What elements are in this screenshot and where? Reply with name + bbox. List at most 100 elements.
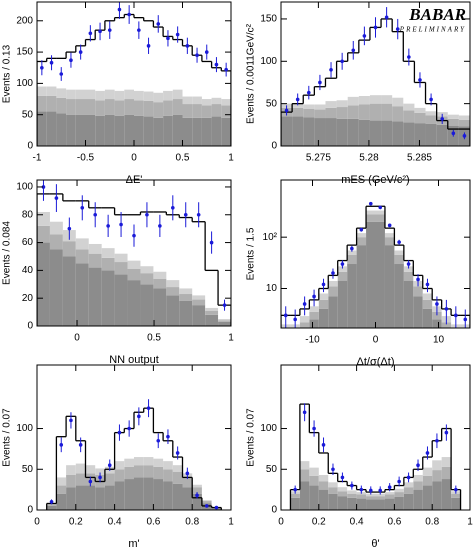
x-tick-label: 1 xyxy=(228,153,234,164)
data-point xyxy=(146,406,151,410)
stack-bar xyxy=(192,493,202,510)
stack-bar xyxy=(299,481,310,510)
y-tick-label: 150 xyxy=(260,14,277,25)
stack-bar xyxy=(172,99,183,115)
stack-bar xyxy=(75,473,86,486)
stack-bar xyxy=(356,494,367,499)
stack-bar xyxy=(104,485,115,510)
stack-bar xyxy=(422,475,433,486)
stack-bar xyxy=(153,102,164,118)
stack-bar xyxy=(394,496,404,510)
data-point xyxy=(454,487,458,492)
data-point xyxy=(158,224,162,228)
stack-bar xyxy=(292,107,304,117)
data-point xyxy=(69,58,73,63)
stack-bar xyxy=(37,95,47,112)
stack-bar xyxy=(37,211,50,226)
plot-area xyxy=(281,201,470,340)
data-point xyxy=(425,451,430,455)
data-point xyxy=(462,134,467,138)
stack-bar xyxy=(56,88,67,98)
stack-bar xyxy=(325,107,337,119)
stack-bar xyxy=(337,496,348,510)
stack-bar xyxy=(375,496,385,500)
y-tick-label: 100 xyxy=(16,182,33,193)
stack-bar xyxy=(384,494,395,499)
data-point xyxy=(107,463,112,467)
stack-bar xyxy=(221,117,231,146)
stack-bar xyxy=(318,474,329,482)
stack-bar xyxy=(192,305,206,326)
stack-bar xyxy=(166,280,180,288)
stack-bar xyxy=(221,99,231,106)
stack-bar xyxy=(441,479,452,510)
stack-bar xyxy=(95,115,105,146)
stack-bar xyxy=(179,300,193,326)
data-point xyxy=(93,212,97,217)
stack-bar xyxy=(403,266,414,272)
data-point xyxy=(49,500,54,504)
stack-bar xyxy=(375,493,385,497)
data-point xyxy=(98,29,102,34)
data-point xyxy=(407,55,411,59)
stack-bar xyxy=(75,89,86,100)
stack-bar xyxy=(384,237,395,246)
data-point xyxy=(318,80,322,85)
stack-bar xyxy=(413,296,423,328)
stack-bar xyxy=(192,117,202,146)
stack-bar xyxy=(179,288,193,295)
stack-bar xyxy=(75,463,86,474)
stack-bar xyxy=(56,97,67,114)
stack-bar xyxy=(95,468,105,475)
data-point xyxy=(88,479,93,484)
stack-bar xyxy=(375,221,385,328)
stack-bar xyxy=(394,492,404,497)
data-point xyxy=(204,504,209,508)
data-point xyxy=(117,7,122,12)
stack-bar xyxy=(153,278,167,289)
stack-bar xyxy=(101,257,115,271)
stack-bar xyxy=(211,97,222,105)
stack-bar xyxy=(432,311,442,320)
stack-bar xyxy=(432,460,442,471)
stack-bar xyxy=(192,487,202,494)
stack-bar xyxy=(347,490,357,494)
plot-area xyxy=(289,403,462,510)
stack-bar xyxy=(134,465,144,478)
x-tick-label: -0.5 xyxy=(77,153,95,164)
y-axis-label: Events / 0.084 xyxy=(2,221,13,285)
stack-bar xyxy=(458,115,470,120)
stack-bar xyxy=(163,461,173,470)
stack-bar xyxy=(309,311,319,320)
data-point xyxy=(378,488,383,493)
stack-bar xyxy=(299,322,310,328)
x-tick-label: 10 xyxy=(433,335,445,346)
stack-bar xyxy=(163,90,173,101)
data-point xyxy=(156,22,161,26)
stack-bar xyxy=(143,457,154,466)
stack-bar xyxy=(451,331,460,340)
stack-bar xyxy=(413,474,423,482)
stack-bar xyxy=(201,500,212,502)
stack-bar xyxy=(172,471,183,484)
data-point xyxy=(350,483,354,488)
stack-bar xyxy=(403,110,415,123)
data-point xyxy=(171,206,175,210)
stack-bar xyxy=(46,95,57,112)
x-tick-label: 0 xyxy=(34,517,40,528)
stack-bar xyxy=(127,260,141,269)
stack-bar xyxy=(143,116,154,146)
stack-bar xyxy=(337,271,348,282)
panel: 0 0.5 1 0 20 40 60 80 100 NN output Events / 0.084 xyxy=(2,179,234,366)
y-tick-label: 150 xyxy=(16,47,33,58)
y-tick-label: 50 xyxy=(22,464,34,475)
stack-bar xyxy=(366,214,376,222)
stack-bar xyxy=(403,493,414,510)
stack-bar xyxy=(124,99,134,115)
y-tick-label: 50 xyxy=(22,109,34,120)
stack-bar xyxy=(309,306,319,312)
stack-bar xyxy=(166,295,180,326)
stack-bar xyxy=(37,225,50,243)
